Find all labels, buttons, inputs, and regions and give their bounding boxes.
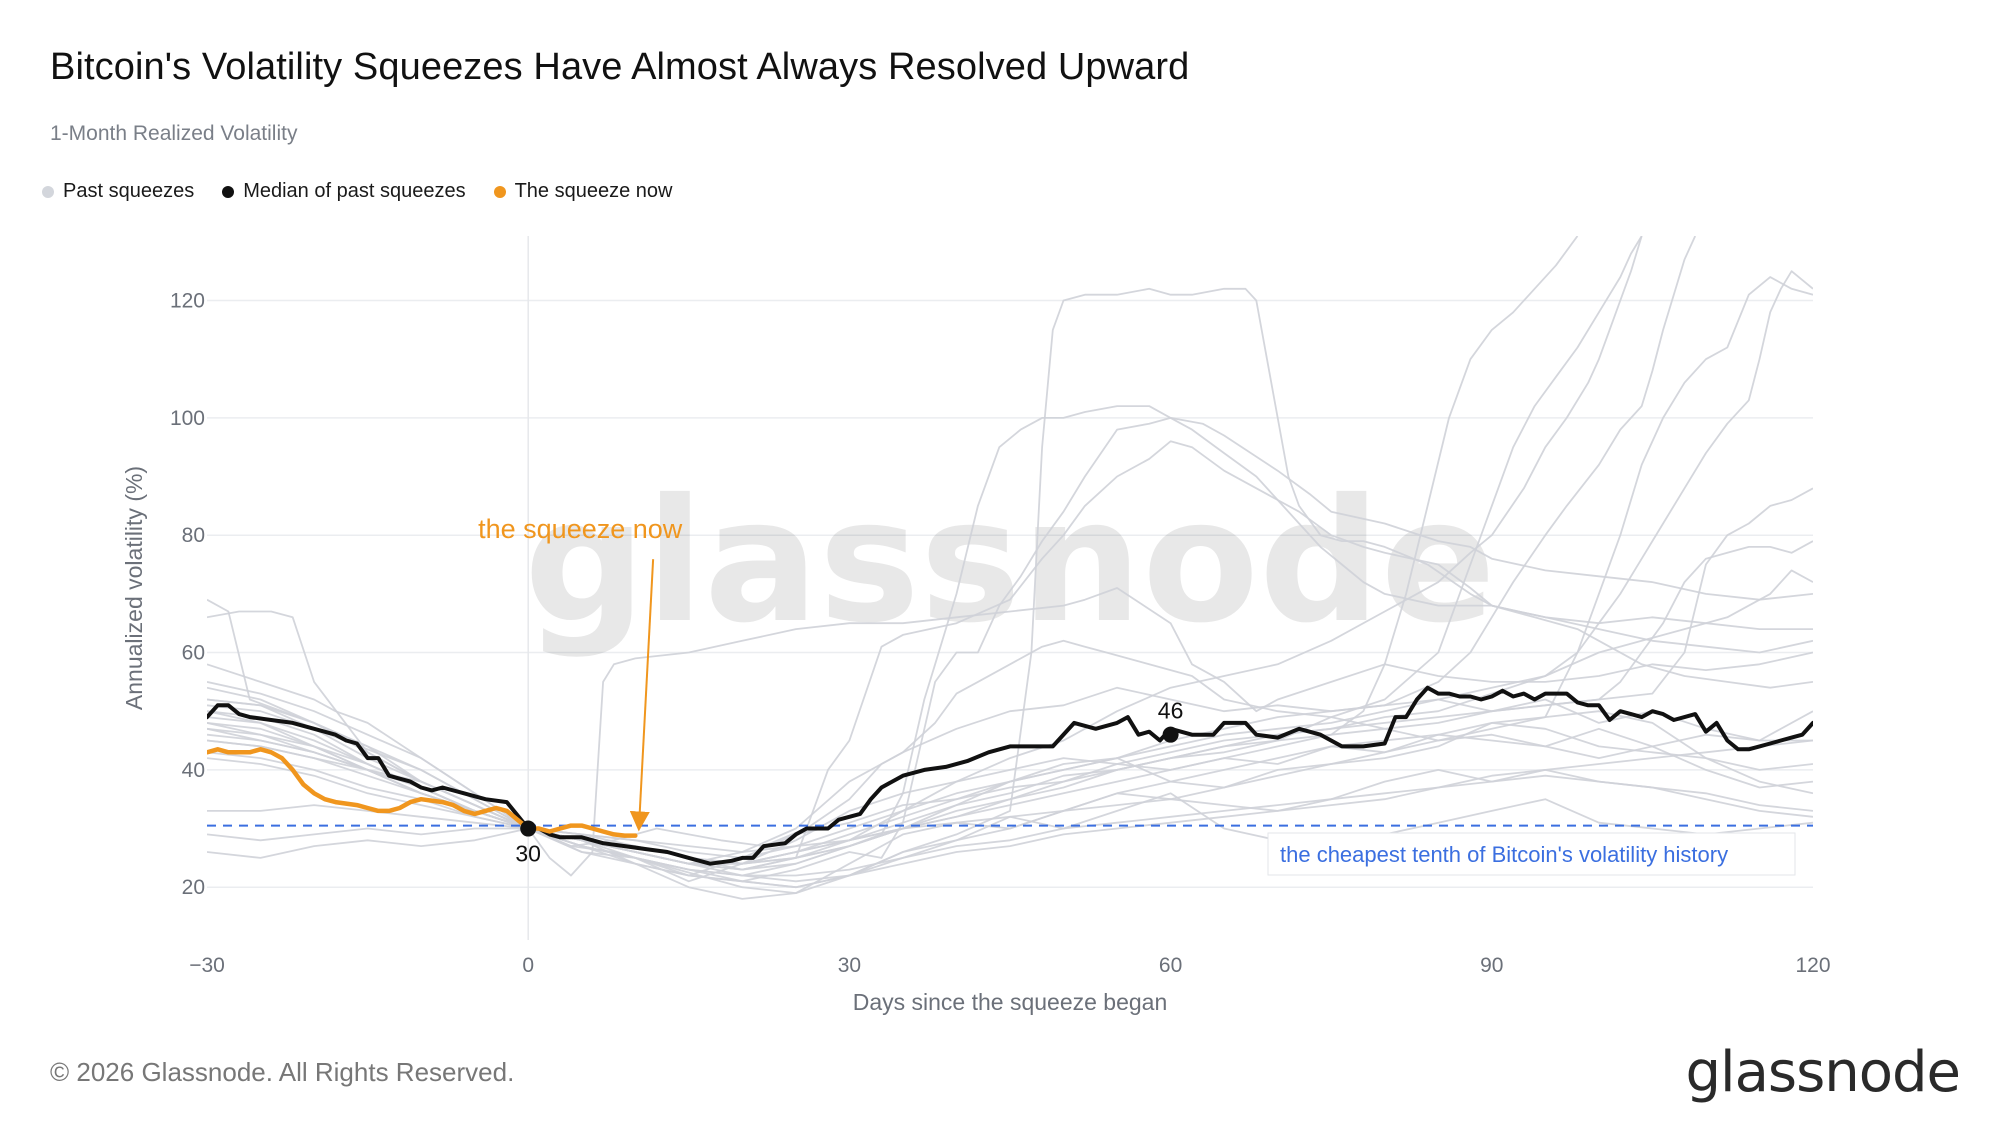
- past-squeeze-line: [207, 710, 1813, 889]
- x-tick-label: 120: [1795, 954, 1830, 977]
- chart-title: Bitcoin's Volatility Squeezes Have Almos…: [50, 46, 1190, 88]
- x-axis-label: Days since the squeeze began: [853, 989, 1168, 1015]
- legend-item-past-squeezes[interactable]: Past squeezes: [42, 180, 194, 203]
- y-tick-label: 100: [170, 407, 205, 430]
- median-day60-label: 46: [1158, 698, 1184, 724]
- past-squeeze-line: [207, 739, 1813, 877]
- annotations: the squeeze now 30 46: [478, 514, 1183, 866]
- y-tick-label: 80: [182, 524, 205, 547]
- past-squeeze-line: [207, 569, 1813, 859]
- y-tick-label: 60: [182, 642, 205, 665]
- x-tick-label: 30: [838, 954, 861, 977]
- chart-subtitle: 1-Month Realized Volatility: [50, 122, 298, 145]
- legend-swatch-past-squeezes: [42, 185, 54, 198]
- annotation-squeeze-now: the squeeze now: [478, 514, 683, 544]
- legend-swatch-squeeze-now: [493, 185, 506, 198]
- legend-swatch-median: [222, 185, 235, 198]
- copyright-text: © 2026 Glassnode. All Rights Reserved.: [50, 1057, 515, 1087]
- threshold-label: the cheapest tenth of Bitcoin's volatili…: [1280, 842, 1728, 867]
- glassnode-logo[interactable]: glassnode: [1685, 1040, 1961, 1105]
- series-lines: [207, 685, 1813, 866]
- median-start-label: 30: [515, 841, 541, 867]
- x-tick-label: −30: [189, 954, 225, 977]
- y-axis-label: Annualized volatility (%): [121, 466, 147, 710]
- y-tick-label: 40: [182, 759, 205, 782]
- median-day60-marker: [1162, 726, 1179, 743]
- legend-label-squeeze-now: The squeeze now: [514, 180, 673, 202]
- past-squeeze-line: [207, 287, 1813, 889]
- threshold-group: the cheapest tenth of Bitcoin's volatili…: [207, 824, 1813, 876]
- x-tick-label: 90: [1480, 954, 1503, 977]
- past-squeeze-line: [207, 236, 1579, 865]
- legend-item-median[interactable]: Median of past squeezes: [222, 180, 466, 203]
- median-line: [207, 685, 1813, 866]
- legend-label-median: Median of past squeezes: [243, 180, 466, 202]
- past-squeeze-line: [207, 639, 1813, 847]
- legend-label-past-squeezes: Past squeezes: [63, 180, 195, 202]
- past-squeeze-line: [207, 774, 1813, 883]
- chart-legend: Past squeezes Median of past squeezes Th…: [42, 180, 672, 203]
- x-tick-label: 60: [1159, 954, 1182, 977]
- watermark: glassnode: [524, 463, 1496, 661]
- squeeze-now-line: [207, 747, 638, 838]
- annotation-arrow: [629, 559, 655, 832]
- threshold-label-box: [1267, 832, 1796, 876]
- y-tick-label: 20: [182, 876, 205, 899]
- median-start-marker: [520, 820, 537, 837]
- y-tick-label: 120: [170, 290, 205, 313]
- axes: 20 40 60 80 100 120 −30 0 30 60 90 120 Days since th…: [121, 290, 1831, 1015]
- x-tick-label: 0: [522, 954, 534, 977]
- legend-item-squeeze-now[interactable]: The squeeze now: [493, 180, 673, 203]
